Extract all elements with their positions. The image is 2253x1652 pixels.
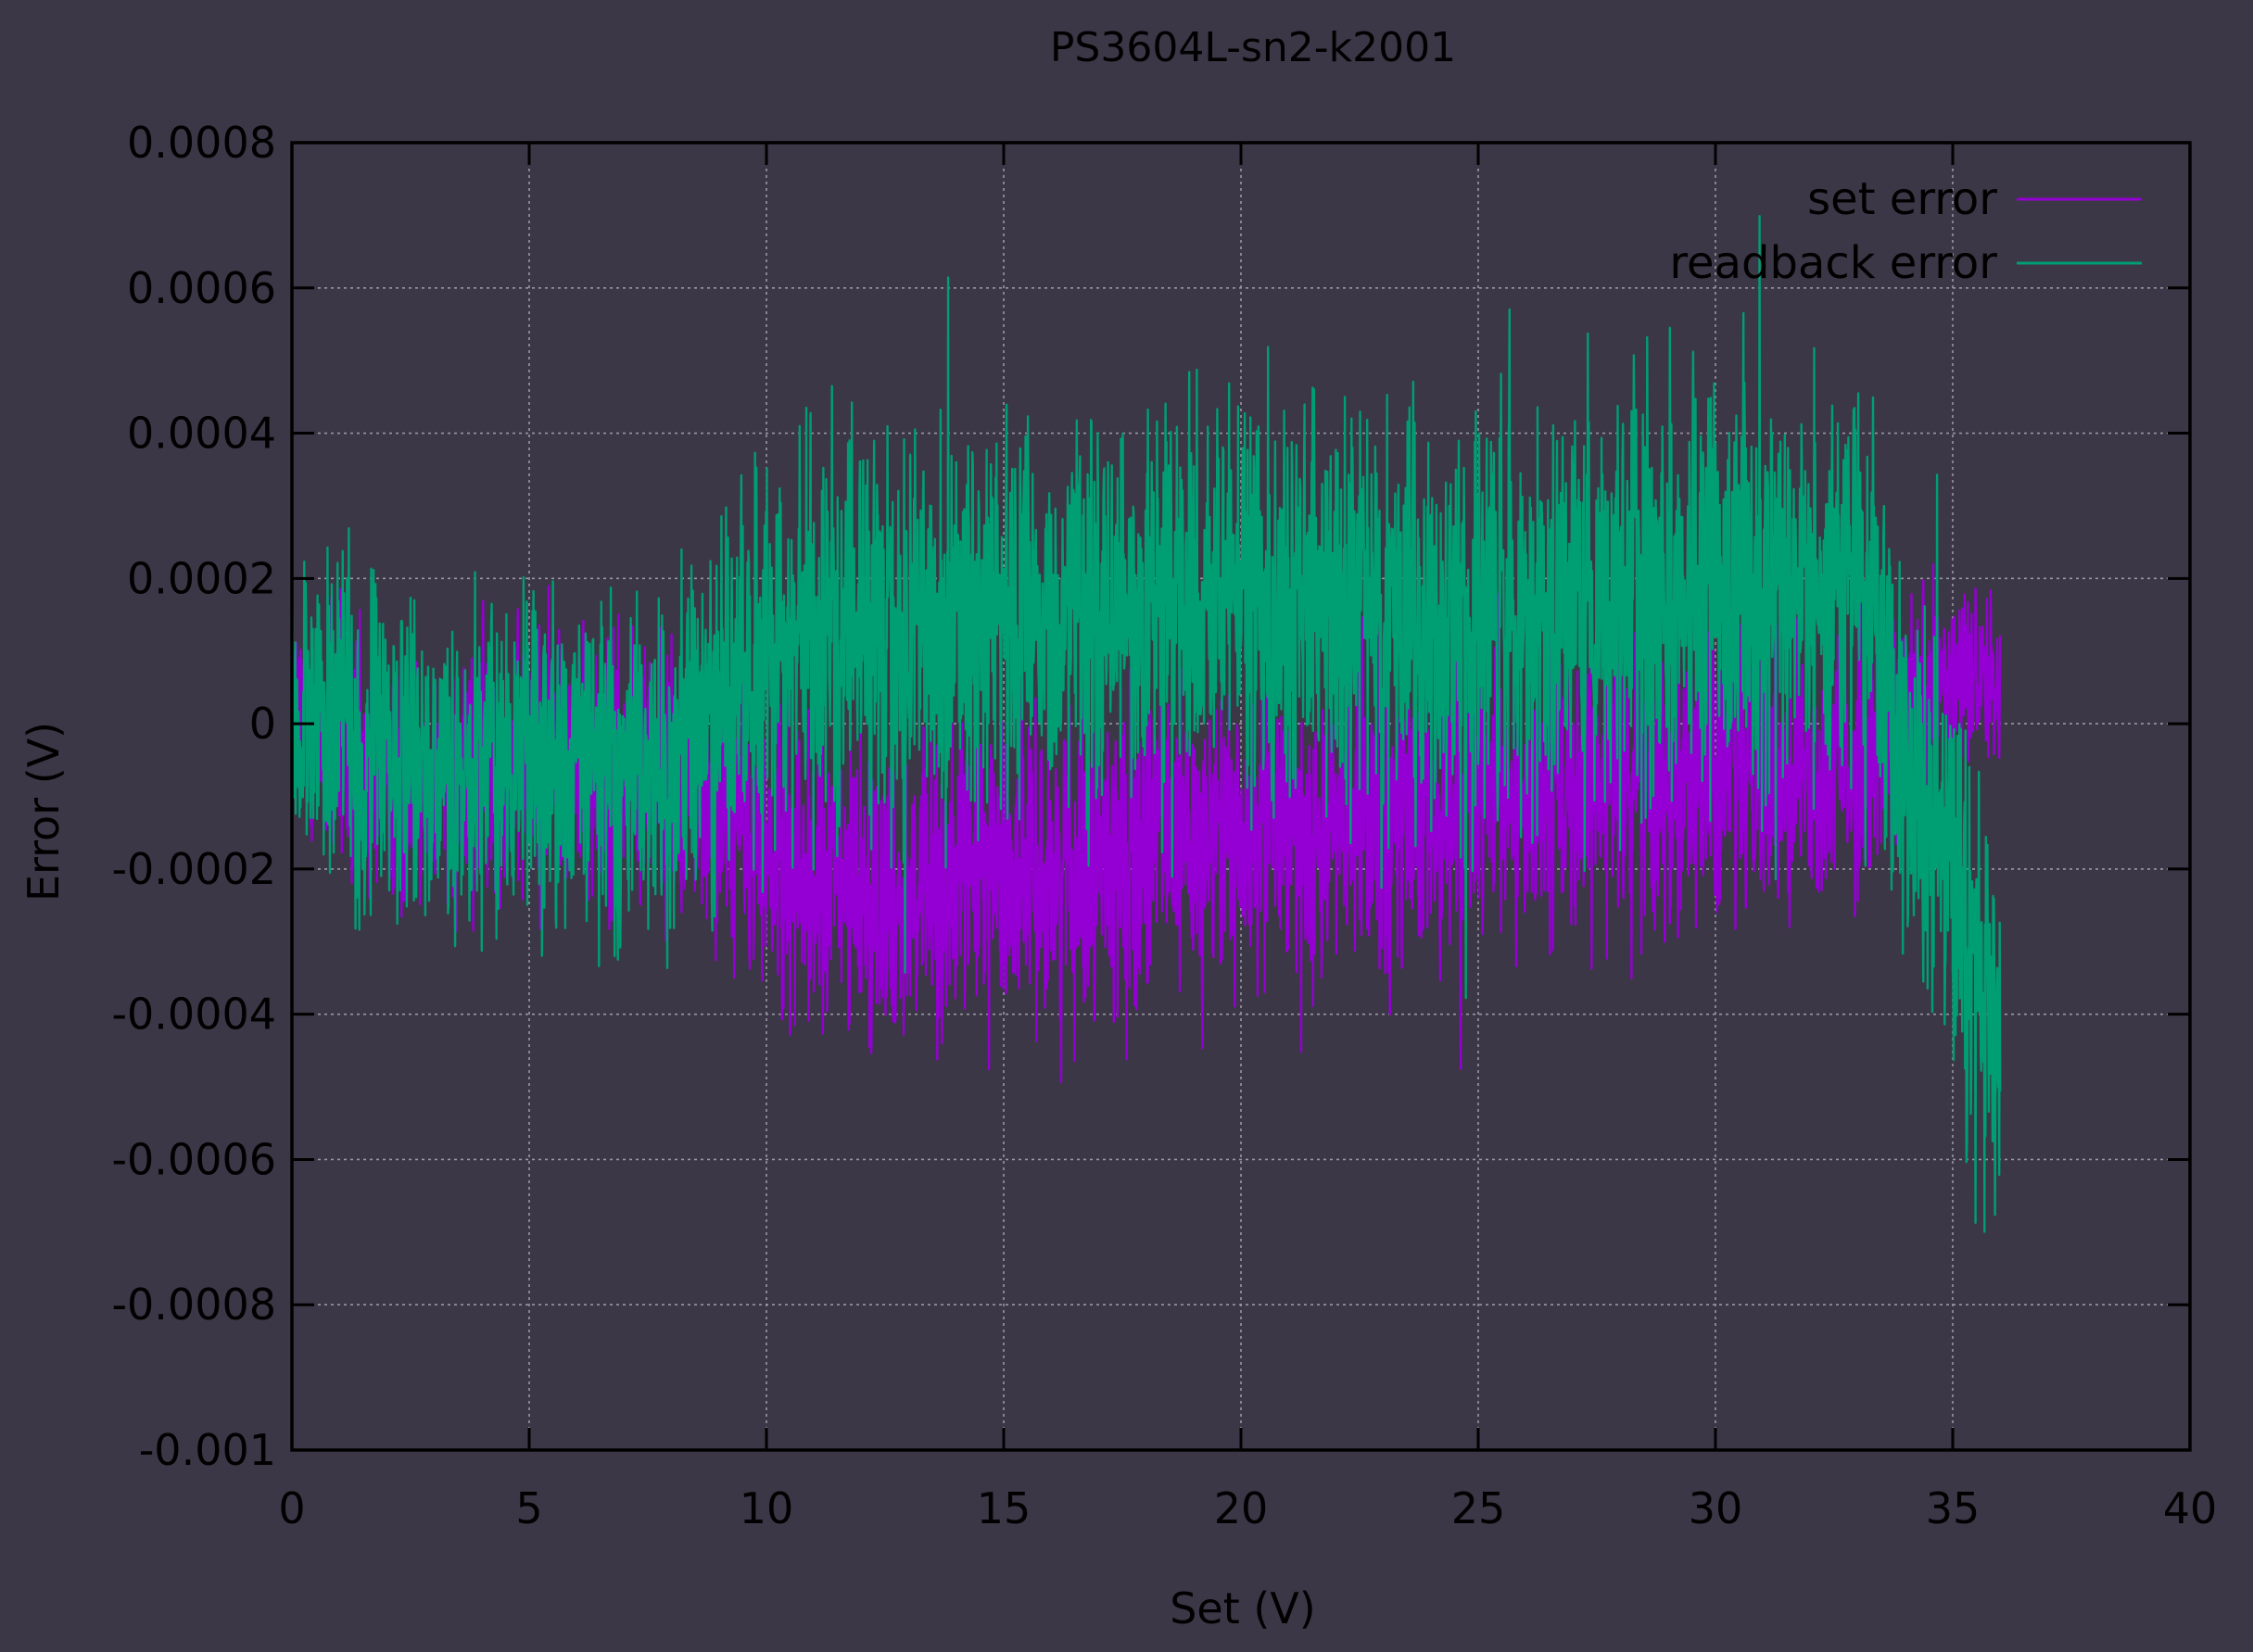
- legend-label: readback error: [1669, 237, 1997, 289]
- x-tick-label: 35: [1926, 1483, 1981, 1533]
- legend: set error readback error: [1669, 173, 2142, 289]
- x-tick-label: 20: [1214, 1483, 1269, 1533]
- y-tick-label: 0.0002: [127, 553, 276, 603]
- x-tick-label: 5: [515, 1483, 542, 1533]
- y-tick-label: -0.0006: [111, 1134, 276, 1184]
- plot-frame: [290, 141, 2192, 1452]
- y-tick-label: 0: [249, 699, 276, 749]
- y-tick-label: 0.0008: [127, 118, 276, 168]
- y-axis-label: Error (V): [19, 722, 69, 902]
- series-line-readback-error: [290, 215, 2002, 1233]
- chart-title: PS3604L-sn2-k2001: [1050, 24, 1456, 71]
- y-tick-label: 0.0004: [127, 409, 276, 459]
- x-tick-label: 30: [1689, 1483, 1743, 1533]
- y-tick-label: -0.001: [139, 1425, 276, 1475]
- x-tick-label: 40: [2163, 1483, 2218, 1533]
- x-tick-label: 10: [740, 1483, 794, 1533]
- y-tick-label: -0.0008: [111, 1280, 276, 1330]
- x-axis-label: Set (V): [1170, 1583, 1316, 1633]
- x-tick-label: 15: [977, 1483, 1032, 1533]
- axes-layer: [290, 141, 2192, 1452]
- legend-label: set error: [1807, 173, 1997, 225]
- y-tick-label: 0.0006: [127, 263, 276, 313]
- series-layer: [290, 215, 2002, 1233]
- y-tick-label: -0.0002: [111, 844, 276, 894]
- x-tick-label: 25: [1451, 1483, 1506, 1533]
- y-tick-label: -0.0004: [111, 990, 276, 1040]
- x-tick-label: 0: [278, 1483, 305, 1533]
- tick-label-layer: 0 5 10 15 20 25 30 35 40 0.0008 0.0006 0.0004 0.0002…: [111, 118, 2217, 1533]
